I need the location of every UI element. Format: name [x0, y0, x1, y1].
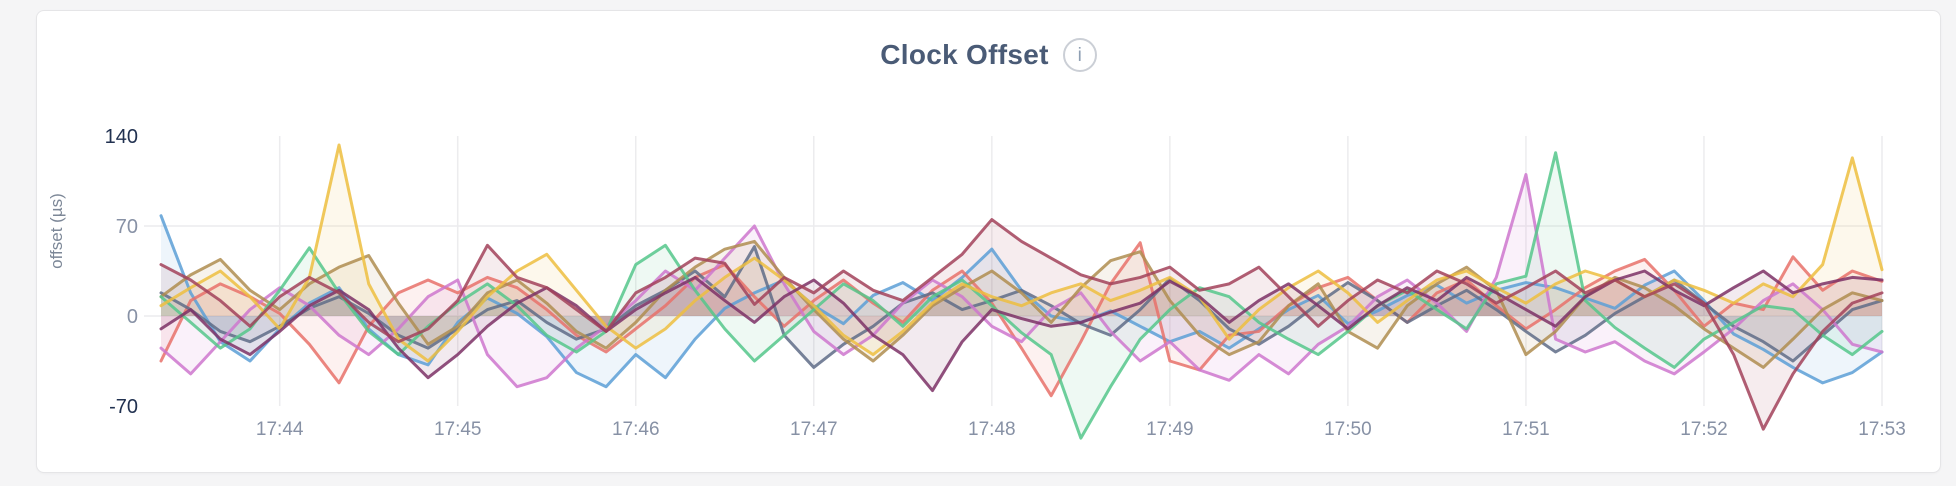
chart-card: Clock Offset i 140 70 0 -70 17:44 17:45 17:46 1… [36, 10, 1941, 473]
series-area-series-8 [161, 271, 1882, 391]
clock-offset-chart[interactable]: 140 70 0 -70 17:44 17:45 17:46 17:47 17:48 17:49 1… [37, 11, 1940, 472]
series-area-series-9 [161, 219, 1882, 430]
y-tick-label: -70 [109, 396, 138, 418]
x-tick-label: 17:49 [1146, 419, 1194, 440]
series-line-series-4 [159, 173, 1884, 389]
info-icon-glyph: i [1077, 44, 1082, 66]
x-tick-label: 17:50 [1324, 419, 1372, 440]
series-line-series-7 [159, 143, 1884, 363]
x-tick-label: 17:45 [434, 419, 482, 440]
chart-title: Clock Offset [880, 39, 1049, 70]
x-tick-label: 17:47 [790, 419, 838, 440]
x-tick-label: 17:48 [968, 419, 1016, 440]
x-tick-label: 17:44 [256, 419, 304, 440]
series-line-series-9 [159, 218, 1884, 431]
y-tick-label: 70 [116, 216, 138, 238]
info-icon[interactable]: i [1062, 38, 1097, 72]
series-line-series-2 [159, 241, 1884, 398]
y-axis-title: offset (µs) [47, 193, 66, 269]
x-tick-label: 17:51 [1502, 419, 1550, 440]
x-tick-label: 17:53 [1858, 419, 1906, 440]
series-line-series-8 [159, 269, 1884, 393]
chart-header: Clock Offset i [37, 38, 1940, 72]
x-tick-label: 17:52 [1680, 419, 1728, 440]
series-area-series-7 [161, 145, 1882, 361]
x-tick-label: 17:46 [612, 419, 660, 440]
y-tick-label: 140 [105, 126, 138, 148]
series-line-series-3 [159, 245, 1884, 369]
y-tick-label: 0 [127, 306, 138, 328]
